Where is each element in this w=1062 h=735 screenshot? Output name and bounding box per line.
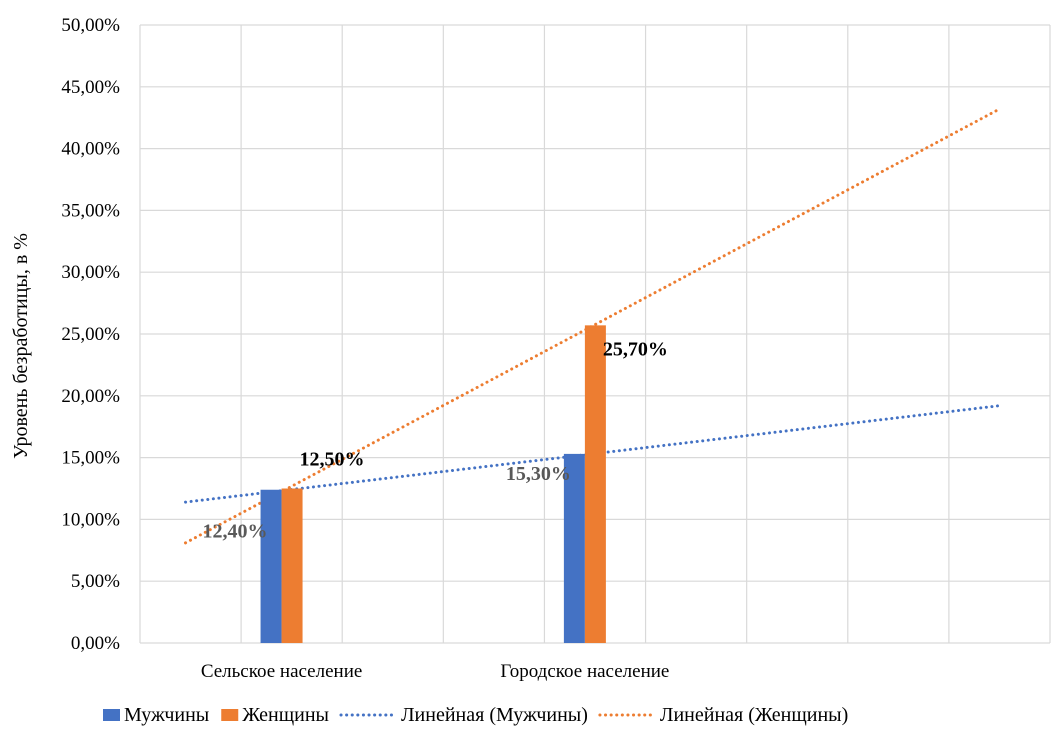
bar	[260, 489, 282, 643]
y-tick-label: 30,00%	[61, 262, 120, 283]
y-tick-label: 35,00%	[61, 200, 120, 221]
y-tick-label: 0,00%	[71, 633, 120, 654]
data-label: 12,40%	[203, 521, 268, 543]
trendline	[184, 107, 1001, 545]
x-tick-label: Сельское население	[201, 661, 362, 682]
bar	[563, 453, 585, 643]
bar	[584, 325, 606, 643]
y-tick-label: 20,00%	[61, 386, 120, 407]
y-tick-label: 40,00%	[61, 139, 120, 160]
y-tick-label: 15,00%	[61, 448, 120, 469]
bars	[260, 325, 606, 643]
data-label: 15,30%	[506, 463, 571, 485]
y-tick-labels: 0,00% 5,00% 10,00% 15,00% 20,00% 25,00% 30,00%…	[61, 15, 120, 654]
legend-label: Линейная (Женщины)	[660, 704, 848, 726]
data-labels: 12,40% 15,30% 12,50% 25,70%	[203, 338, 668, 542]
y-axis-title: Уровень безработицы, в %	[10, 233, 32, 459]
y-tick-label: 10,00%	[61, 509, 120, 530]
category-labels: Сельское население Городское население	[201, 661, 670, 682]
y-tick-label: 5,00%	[71, 571, 120, 592]
legend-label: Женщины	[242, 704, 329, 726]
legend-swatch	[221, 709, 239, 721]
legend-swatch	[103, 709, 120, 721]
y-tick-label: 45,00%	[61, 77, 120, 98]
legend: Мужчины Женщины Линейная (Мужчины) Линейная…	[103, 704, 848, 726]
bar	[281, 488, 303, 643]
data-label: 25,70%	[603, 338, 668, 360]
data-label: 12,50%	[300, 449, 365, 471]
legend-label: Линейная (Мужчины)	[401, 704, 588, 726]
y-tick-label: 50,00%	[61, 15, 120, 36]
legend-label: Мужчины	[124, 704, 209, 726]
y-tick-label: 25,00%	[61, 324, 120, 345]
x-tick-label: Городское население	[500, 661, 669, 682]
